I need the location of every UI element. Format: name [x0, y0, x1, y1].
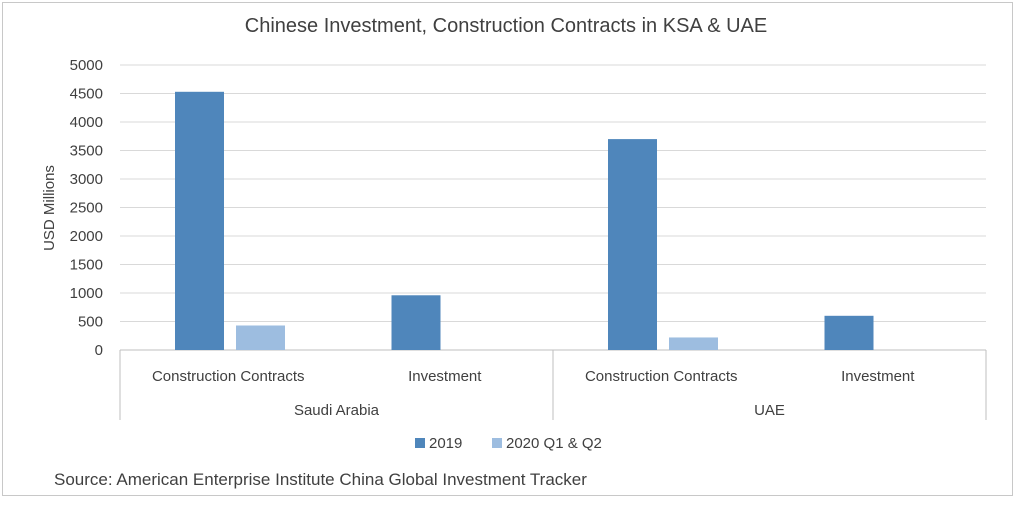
legend-label: 2019	[429, 435, 462, 452]
y-tick-label: 2000	[70, 228, 103, 245]
bar-2019-0	[175, 91, 224, 350]
y-tick-label: 4500	[70, 86, 103, 103]
x-category-label: Investment	[841, 368, 915, 385]
bar-2019-1	[391, 295, 441, 350]
bar-2020-q1-q2-2	[669, 337, 718, 350]
legend-swatch	[415, 438, 425, 448]
chart-title: Chinese Investment, Construction Contrac…	[245, 15, 767, 37]
y-tick-label: 1000	[70, 285, 103, 302]
chart-area	[2, 2, 1013, 496]
bar-2019-2	[608, 139, 657, 350]
y-tick-label: 2500	[70, 200, 103, 217]
gridlines	[120, 64, 986, 351]
y-tick-label: 3500	[70, 143, 103, 160]
y-axis-label: USD Millions	[41, 165, 58, 251]
y-tick-label: 5000	[70, 57, 103, 74]
y-tick-label: 3000	[70, 171, 103, 188]
bars	[175, 91, 874, 350]
y-tick-label: 0	[95, 342, 103, 359]
y-tick-label: 4000	[70, 114, 103, 131]
legend-swatch	[492, 438, 502, 448]
y-axis-ticks: 0 500 1000 1500 2000 2500 3000 3500 4000 4500 5000	[70, 57, 103, 359]
x-group-label: UAE	[754, 402, 785, 419]
x-category-label: Construction Contracts	[152, 368, 305, 385]
x-category-label: Investment	[408, 368, 482, 385]
bar-2019-3	[824, 315, 874, 350]
x-axis: Construction Contracts Investment Saudi Ar…	[119, 350, 987, 420]
x-group-label: Saudi Arabia	[294, 402, 380, 419]
bar-2020-q1-q2-0	[236, 325, 285, 350]
y-tick-label: 1500	[70, 257, 103, 274]
source-note: Source: American Enterprise Institute Ch…	[54, 470, 587, 489]
legend: 2019 2020 Q1 & Q2	[415, 435, 602, 452]
y-tick-label: 500	[78, 314, 103, 331]
x-category-label: Construction Contracts	[585, 368, 738, 385]
legend-label: 2020 Q1 & Q2	[506, 435, 602, 452]
